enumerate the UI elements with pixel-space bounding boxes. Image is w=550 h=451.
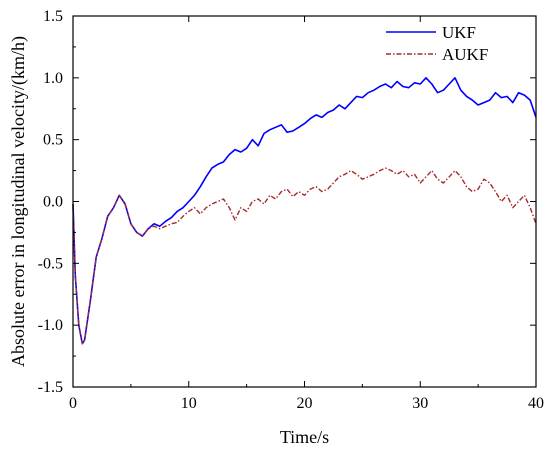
plot-frame [72,15,537,388]
plot-area [72,77,537,345]
series-line-ukf [72,77,537,345]
series-line-aukf [72,167,537,345]
x-axis-title: Time/s [280,427,329,447]
x-tick-label: 10 [181,395,197,412]
y-tick-label: 0.0 [43,194,63,211]
x-tick-label: 20 [297,395,313,412]
y-tick-label: 0.5 [43,132,63,149]
axes: 0 10 20 30 40 -1.5 -1.0 -0.5 0.0 0.5 1.0 1.5 Time/s A… [8,8,544,447]
y-tick-label: -1.5 [38,379,63,396]
y-tick-label: -1.0 [38,317,63,334]
y-tick-label: -0.5 [38,255,63,272]
legend-label-aukf: AUKF [442,45,488,64]
y-tick-label: 1.0 [43,70,63,87]
legend-label-ukf: UKF [442,23,476,42]
y-axis-title: Absolute error in longitudinal velocity/… [8,36,29,367]
y-tick-label: 1.5 [43,8,63,25]
x-tick-label: 30 [412,395,428,412]
legend: UKF AUKF [386,23,488,64]
x-tick-label: 0 [69,395,77,412]
x-tick-label: 40 [528,395,544,412]
